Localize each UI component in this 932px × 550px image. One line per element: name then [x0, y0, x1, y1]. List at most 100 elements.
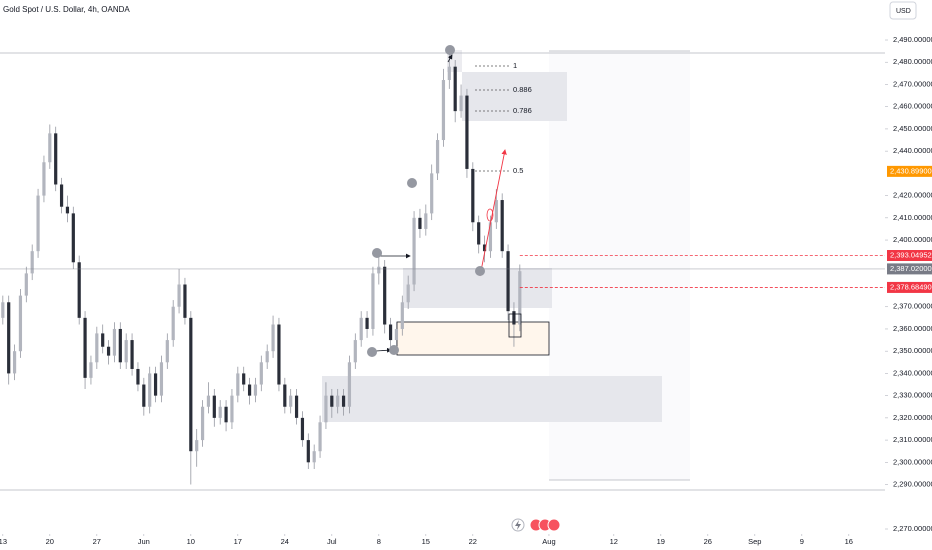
fib-label: 1 [513, 61, 517, 70]
candle-body [271, 324, 275, 352]
candle-body [65, 206, 70, 214]
swing-point [367, 347, 377, 357]
candle-body [306, 440, 310, 463]
candle-body [471, 168, 475, 223]
currency-label: USD [896, 8, 911, 15]
candle-body [289, 395, 293, 407]
order-block [396, 321, 550, 356]
x-tick-label: 12 [610, 537, 618, 546]
candle-body [124, 340, 128, 363]
candle-body [89, 362, 93, 378]
price-tag [887, 263, 932, 275]
candle-body [118, 328, 122, 363]
candle-body [418, 217, 422, 229]
candle-body [494, 200, 498, 223]
x-tick-label: 13 [0, 537, 7, 546]
highlight [486, 208, 494, 222]
candle-body [459, 95, 463, 112]
event-icon-glyph [515, 520, 521, 530]
candle-body [283, 384, 287, 407]
candle-body [347, 362, 352, 407]
candle-body [59, 184, 64, 207]
candle-body [112, 328, 117, 356]
candle-body [218, 406, 222, 418]
candle-body [30, 251, 34, 274]
price-axis [885, 0, 932, 550]
candle-body [465, 95, 469, 169]
candle-body [371, 273, 375, 329]
candle-body [388, 324, 393, 341]
candle-body [377, 266, 381, 274]
candle-body [383, 266, 387, 325]
y-tick-label: 2,470.00000 [893, 79, 932, 88]
candle-body [206, 395, 211, 407]
candle-body [212, 395, 216, 418]
candle-body [312, 451, 316, 463]
candle-body [153, 373, 158, 396]
swing-point [389, 345, 399, 355]
y-tick-label: 2,460.00000 [893, 102, 932, 111]
y-tick-label: 2,400.00000 [893, 235, 932, 244]
fib-label: 0.786 [513, 106, 532, 115]
candle-body [142, 384, 146, 407]
fib-lines [475, 65, 510, 172]
candle-body [189, 317, 193, 452]
candle-body [77, 262, 81, 318]
candle-body [482, 244, 487, 252]
candle-body [183, 284, 187, 318]
candle-body [242, 373, 246, 385]
y-tick-label: 2,420.00000 [893, 191, 932, 200]
candle-body [136, 368, 140, 385]
y-tick-label: 2,480.00000 [893, 57, 932, 66]
candle-body [324, 395, 328, 423]
y-tick-label: 2,450.00000 [893, 124, 932, 133]
candle-body [394, 328, 399, 341]
candle-body [195, 440, 199, 452]
zone [462, 72, 567, 121]
candle-body [12, 351, 17, 374]
price-tag [887, 281, 932, 293]
candle-body [247, 384, 252, 396]
x-tick-label: 9 [800, 537, 804, 546]
candle-body [36, 195, 40, 252]
candle-body [42, 162, 46, 196]
x-tick-label: 8 [377, 537, 381, 546]
x-tick-label: 26 [704, 537, 712, 546]
candle-body [236, 373, 240, 396]
candle-body [159, 362, 164, 396]
y-tick-label: 2,440.00000 [893, 146, 932, 155]
y-tick-label: 2,360.00000 [893, 324, 932, 333]
candle-body [406, 284, 410, 303]
currency-button[interactable] [889, 1, 917, 20]
y-tick-label: 2,490.00000 [893, 35, 932, 44]
x-tick-label: 10 [187, 537, 195, 546]
candle-body [48, 133, 52, 163]
y-tick-label: 2,410.00000 [893, 213, 932, 222]
candle-body [477, 222, 481, 245]
x-tick-label: 19 [657, 537, 665, 546]
candle-body [224, 406, 228, 423]
candle-body [500, 200, 504, 252]
price-tag [887, 249, 932, 261]
x-tick-label: Jul [327, 537, 337, 546]
candle-body [265, 351, 269, 363]
candle-body [24, 273, 28, 296]
candle-body [518, 271, 522, 325]
candle-body [506, 251, 510, 312]
arrow [447, 54, 453, 63]
price-tag [887, 165, 932, 177]
y-tick-label: 2,340.00000 [893, 368, 932, 377]
candle-body [165, 340, 169, 363]
y-tick-label: 2,290.00000 [893, 480, 932, 489]
candle-body [447, 66, 451, 81]
event-icon[interactable] [547, 518, 561, 532]
candle-body [253, 384, 258, 396]
candle-body [1, 302, 5, 318]
x-tick-label: Aug [542, 537, 555, 546]
y-tick-label: 2,300.00000 [893, 457, 932, 466]
price-tag-label: 2,430.89900 [890, 166, 932, 175]
candle-body [300, 417, 305, 441]
candle-body [330, 395, 334, 407]
candle-body [318, 422, 322, 452]
candle-body [171, 306, 175, 341]
